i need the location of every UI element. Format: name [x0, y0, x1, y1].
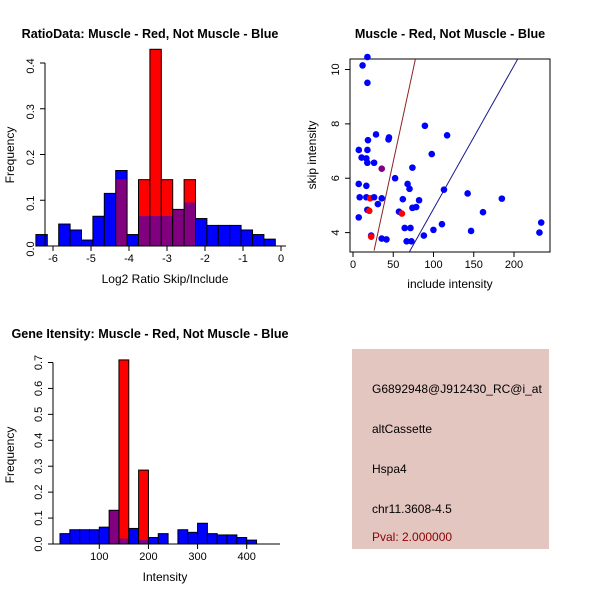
- svg-text:10: 10: [330, 63, 342, 75]
- svg-text:6: 6: [330, 175, 342, 181]
- svg-text:0.4: 0.4: [33, 433, 45, 448]
- svg-text:0.4: 0.4: [25, 58, 37, 73]
- svg-text:200: 200: [139, 551, 157, 563]
- svg-text:0.1: 0.1: [25, 196, 37, 211]
- svg-text:150: 150: [465, 259, 483, 271]
- svg-text:0.2: 0.2: [25, 150, 37, 165]
- svg-text:0.2: 0.2: [33, 484, 45, 499]
- svg-text:Intensity: Intensity: [143, 570, 188, 584]
- svg-text:include intensity: include intensity: [407, 277, 492, 291]
- svg-text:0.6: 0.6: [33, 381, 45, 396]
- svg-text:Frequency: Frequency: [3, 427, 17, 484]
- svg-text:Log2 Ratio Skip/Include: Log2 Ratio Skip/Include: [102, 272, 229, 286]
- svg-text:0.3: 0.3: [25, 104, 37, 119]
- svg-text:0.7: 0.7: [33, 355, 45, 370]
- svg-text:-5: -5: [86, 253, 96, 265]
- svg-text:0: 0: [350, 259, 356, 271]
- svg-text:0.0: 0.0: [33, 536, 45, 551]
- svg-text:0.3: 0.3: [33, 459, 45, 474]
- svg-text:-4: -4: [124, 253, 134, 265]
- svg-text:-6: -6: [48, 253, 58, 265]
- svg-text:50: 50: [387, 259, 399, 271]
- svg-text:400: 400: [238, 551, 256, 563]
- svg-text:-2: -2: [200, 253, 210, 265]
- svg-text:Frequency: Frequency: [3, 127, 17, 184]
- svg-text:-1: -1: [238, 253, 248, 265]
- svg-text:0.1: 0.1: [33, 510, 45, 525]
- svg-text:-3: -3: [162, 253, 172, 265]
- svg-text:0: 0: [278, 253, 284, 265]
- svg-text:100: 100: [424, 259, 442, 271]
- svg-text:100: 100: [90, 551, 108, 563]
- svg-text:4: 4: [330, 230, 342, 236]
- svg-text:300: 300: [188, 551, 206, 563]
- svg-text:200: 200: [505, 259, 523, 271]
- svg-text:0.5: 0.5: [33, 407, 45, 422]
- svg-text:skip intensity: skip intensity: [305, 121, 319, 190]
- svg-text:8: 8: [330, 121, 342, 127]
- svg-text:0.0: 0.0: [25, 241, 37, 256]
